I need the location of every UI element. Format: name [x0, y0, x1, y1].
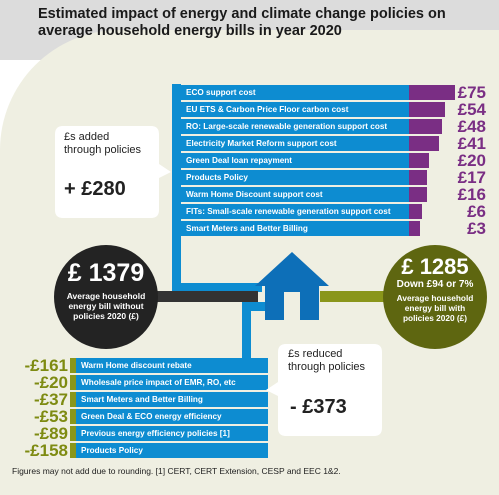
added-policy-label: RO: Large-scale renewable generation sup… — [181, 119, 409, 134]
reduced-policy-label: Wholesale price impact of EMR, RO, etc — [76, 375, 268, 390]
top-connector-vertical — [172, 84, 181, 292]
top-connector-horizontal — [172, 283, 262, 292]
added-policy-label: Electricity Market Reform support cost — [181, 136, 409, 151]
reduced-policy-label: Warm Home discount rebate — [76, 358, 268, 373]
with-policies-circle: £ 1285 Down £94 or 7% Average household … — [383, 245, 487, 349]
added-callout-value: + £280 — [64, 178, 126, 200]
added-policy-bar — [409, 153, 429, 168]
reduced-callout-value: - £373 — [290, 396, 347, 418]
reduced-policy-bar — [70, 375, 76, 390]
bottom-connector-vertical — [242, 302, 251, 360]
reduced-policy-value: -£20 — [33, 373, 68, 392]
reduced-callout-shape — [266, 344, 382, 436]
added-policy-value: £41 — [457, 134, 486, 153]
footnote: Figures may not add due to rounding. [1]… — [12, 466, 341, 476]
reduced-policy-value: -£158 — [24, 441, 68, 460]
with-policies-label: Average household energy bill with polic… — [396, 293, 474, 323]
bottom-connector-horizontal — [242, 302, 272, 311]
added-policy-label: Smart Meters and Better Billing — [181, 221, 409, 236]
reduced-policy-label: Products Policy — [76, 443, 268, 458]
page-title: Estimated impact of energy and climate c… — [38, 6, 446, 39]
reduced-policy-label: Previous energy efficiency policies [1] — [76, 426, 268, 441]
added-callout-shape — [55, 126, 171, 218]
right-connector — [320, 291, 384, 302]
reduced-policy-value: -£37 — [33, 390, 68, 409]
added-policy-bar — [409, 204, 422, 219]
added-policy-bar — [409, 187, 427, 202]
without-policies-label: Average household energy bill without po… — [66, 291, 146, 321]
added-policy-value: £6 — [467, 202, 486, 221]
reduced-policy-value: -£89 — [33, 424, 68, 443]
added-policy-value: £54 — [457, 100, 486, 119]
added-policy-bar — [409, 136, 439, 151]
added-policy-label: Products Policy — [181, 170, 409, 185]
added-policy-value: £75 — [457, 83, 486, 102]
reduced-policy-bar — [70, 443, 76, 458]
reduced-policy-label: Green Deal & ECO energy efficiency — [76, 409, 268, 424]
added-callout-text: £s added through policies — [64, 131, 142, 156]
added-policy-label: ECO support cost — [181, 85, 409, 100]
added-policy-bar — [409, 85, 455, 100]
reduced-policy-bar — [70, 358, 76, 373]
added-policy-value: £20 — [457, 151, 486, 170]
without-policies-value: £ 1379 — [67, 259, 145, 287]
added-policy-bar — [409, 119, 443, 134]
added-policy-label: EU ETS & Carbon Price Floor carbon cost — [181, 102, 409, 117]
added-policy-value: £48 — [457, 117, 486, 136]
with-policies-change: Down £94 or 7% — [396, 279, 474, 290]
added-policy-value: £16 — [457, 185, 486, 204]
added-policy-value: £17 — [457, 168, 486, 187]
added-policy-label: Warm Home Discount support cost — [181, 187, 409, 202]
reduced-policy-bar — [70, 409, 76, 424]
added-policy-bar — [409, 170, 428, 185]
reduced-policy-bar — [70, 426, 76, 441]
added-policy-label: FITs: Small-scale renewable generation s… — [181, 204, 409, 219]
added-policy-label: Green Deal loan repayment — [181, 153, 409, 168]
house-icon — [255, 252, 329, 320]
reduced-policy-value: -£161 — [24, 356, 68, 375]
reduced-policy-bar — [70, 392, 76, 407]
added-policy-value: £3 — [467, 219, 486, 238]
without-policies-circle: £ 1379 Average household energy bill wit… — [54, 245, 158, 349]
with-policies-value: £ 1285 — [401, 254, 469, 279]
added-policy-bar — [409, 102, 445, 117]
reduced-policy-label: Smart Meters and Better Billing — [76, 392, 268, 407]
reduced-policy-value: -£53 — [33, 407, 68, 426]
reduced-callout-text: £s reduced through policies — [288, 348, 366, 373]
added-policy-bar — [409, 221, 421, 236]
left-connector — [150, 291, 258, 302]
